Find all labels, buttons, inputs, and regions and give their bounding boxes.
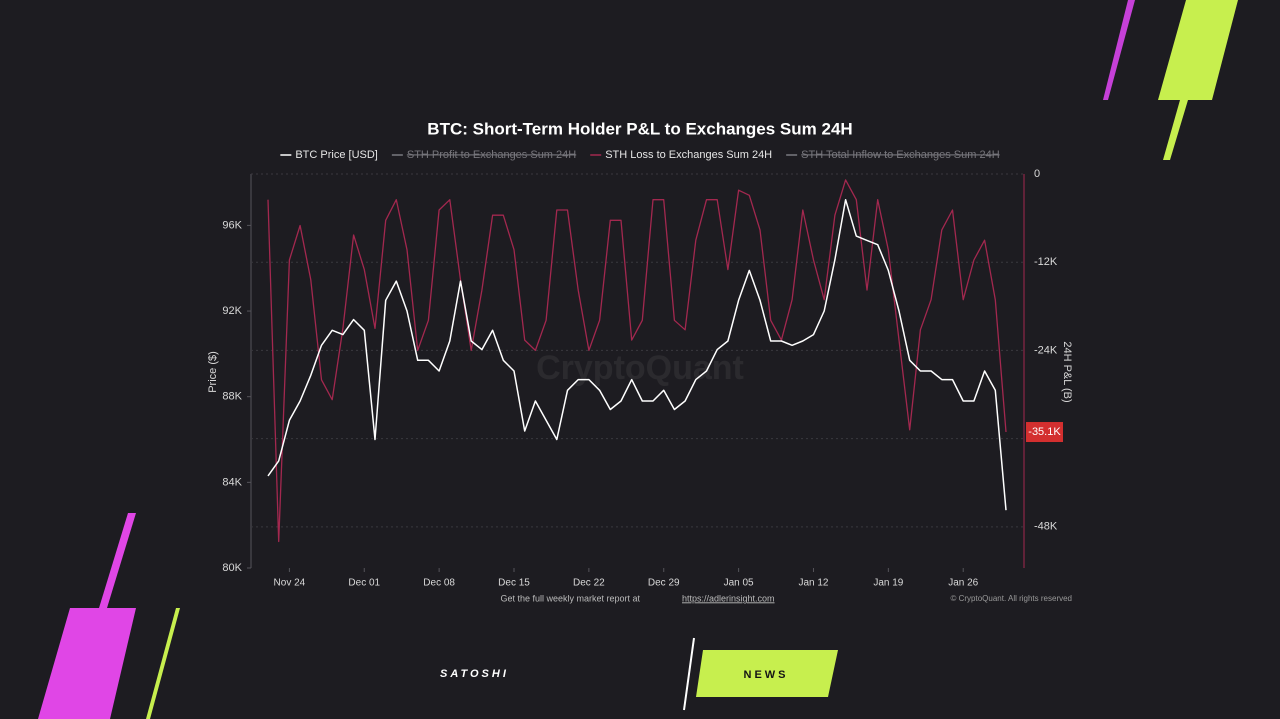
chart: BTC: Short-Term Holder P&L to Exchanges …	[207, 119, 1073, 603]
series-line	[267, 179, 1007, 543]
legend-label[interactable]: STH Profit to Exchanges Sum 24H	[407, 149, 576, 161]
watermark: CryptoQuant	[536, 349, 744, 387]
series-line	[267, 198, 1007, 511]
y2-tick-label: -24K	[1034, 344, 1058, 356]
x-tick-label: Dec 22	[573, 578, 605, 589]
footer-link[interactable]: https://adlerinsight.com	[682, 593, 775, 603]
x-tick-label: Jan 12	[798, 578, 828, 589]
brand-divider	[683, 637, 695, 711]
y2-tick-label: -12K	[1034, 256, 1058, 268]
y2-tick-label: -48K	[1034, 521, 1058, 533]
y-axis-title: Price ($)	[207, 351, 219, 393]
copyright: © CryptoQuant. All rights reserved	[951, 594, 1073, 603]
x-tick-label: Nov 24	[274, 578, 306, 589]
x-tick-label: Jan 26	[948, 578, 978, 589]
decor	[1158, 0, 1238, 100]
x-tick-label: Dec 08	[423, 578, 455, 589]
x-tick-label: Dec 15	[498, 578, 530, 589]
legend-label[interactable]: BTC Price [USD]	[295, 149, 378, 161]
decor	[38, 608, 136, 719]
brand-name: SATOSHI	[440, 668, 509, 680]
value-label-box	[1026, 422, 1063, 443]
decor	[146, 608, 180, 719]
decor	[1163, 100, 1188, 160]
legend-label[interactable]: STH Loss to Exchanges Sum 24H	[605, 149, 772, 161]
y-tick-label: 88K	[222, 391, 242, 403]
x-tick-label: Jan 19	[873, 578, 903, 589]
chart-title: BTC: Short-Term Holder P&L to Exchanges …	[427, 119, 852, 138]
y-tick-label: 84K	[222, 476, 242, 488]
legend-label[interactable]: STH Total Inflow to Exchanges Sum 24H	[801, 149, 1000, 161]
brand-box	[696, 650, 838, 697]
x-tick-label: Dec 01	[348, 578, 380, 589]
footer-text: Get the full weekly market report at	[500, 593, 640, 603]
x-tick-label: Dec 29	[648, 578, 680, 589]
x-tick-label: Jan 05	[724, 578, 754, 589]
legend: BTC Price [USD] STH Profit to Exchanges S…	[280, 149, 1000, 161]
decor	[1103, 0, 1135, 100]
value-label: -35.1K	[1028, 426, 1061, 438]
y-tick-label: 92K	[222, 305, 242, 317]
y2-tick-label: 0	[1034, 168, 1040, 180]
brand-tag: NEWS	[744, 669, 789, 681]
y-tick-label: 96K	[222, 219, 242, 231]
y2-axis-title: 24H P&L (B)	[1061, 341, 1073, 402]
y-tick-label: 80K	[222, 562, 242, 574]
decor	[99, 513, 136, 608]
